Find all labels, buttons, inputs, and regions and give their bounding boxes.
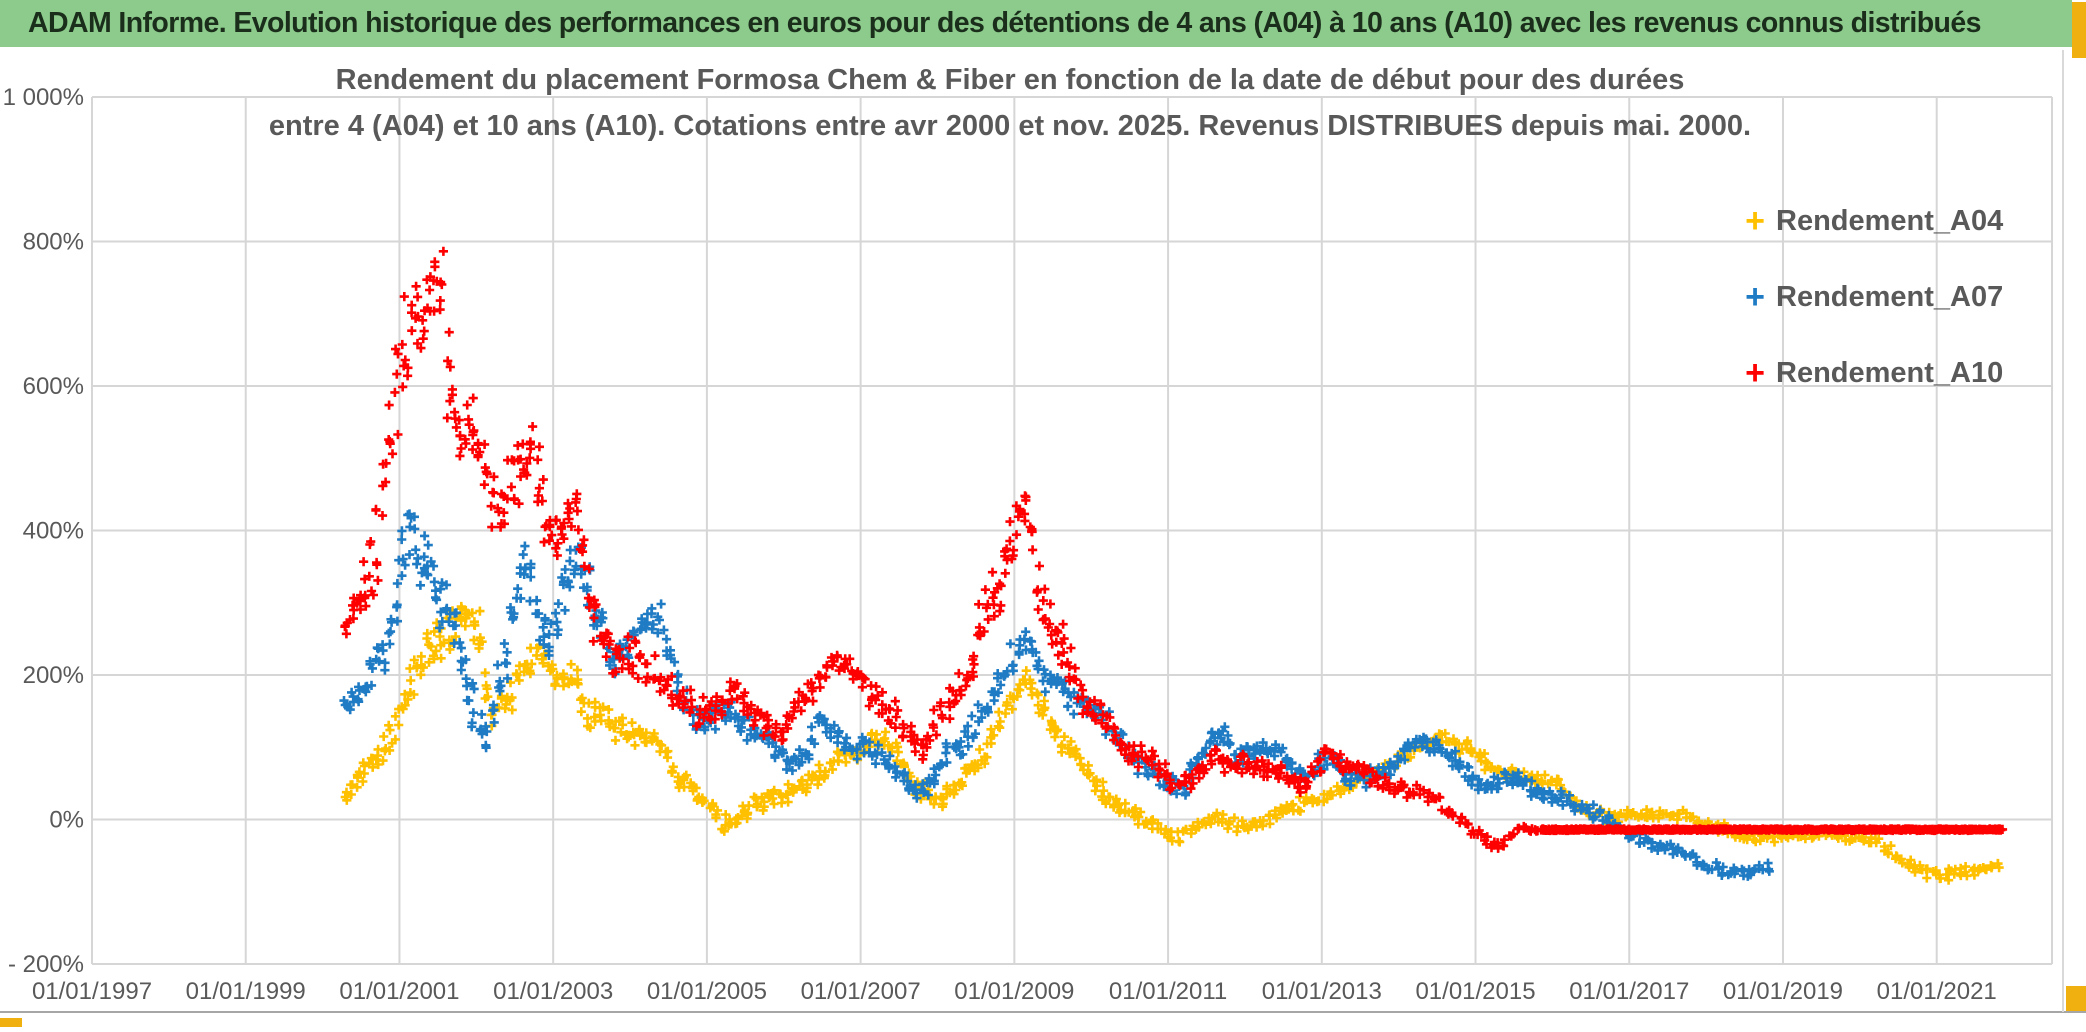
legend-label: Rendement_A04 bbox=[1776, 204, 2004, 237]
series-points-Rendement_A10 bbox=[340, 246, 2008, 853]
y-axis-tick-label: 800% bbox=[23, 229, 84, 256]
accent-bar-bottom-left bbox=[0, 1018, 22, 1027]
series-points-Rendement_A07 bbox=[339, 509, 1774, 881]
chart-title: Rendement du placement Formosa Chem & Fi… bbox=[60, 57, 1960, 149]
x-axis-tick-label: 01/01/2001 bbox=[339, 978, 459, 1005]
plus-marker-icon: + bbox=[1745, 202, 1765, 240]
report-title: ADAM Informe. Evolution historique des p… bbox=[28, 7, 1981, 39]
x-axis-tick-label: 01/01/2019 bbox=[1723, 978, 1843, 1005]
plus-marker-icon: + bbox=[1745, 354, 1765, 392]
accent-bar-bottom-right bbox=[2066, 986, 2086, 1012]
x-axis-tick-label: 01/01/2021 bbox=[1877, 978, 1997, 1005]
x-axis-tick-label: 01/01/1999 bbox=[186, 978, 306, 1005]
x-axis-tick-label: 01/01/2009 bbox=[954, 978, 1074, 1005]
scatter-plot-canvas: 1 000% 800% 600% 400% 200% 0% - 200%01/01/1997… bbox=[3, 84, 2053, 1005]
x-axis-tick-label: 01/01/2003 bbox=[493, 978, 613, 1005]
legend-item-rendement-a07: + Rendement_A07 bbox=[1742, 274, 2003, 320]
right-divider-line bbox=[2062, 50, 2064, 1012]
report-header-bar: ADAM Informe. Evolution historique des p… bbox=[0, 0, 2072, 47]
y-axis-tick-label: 200% bbox=[23, 662, 84, 689]
series-points-Rendement_A04 bbox=[340, 601, 2004, 885]
x-axis-tick-label: 01/01/1997 bbox=[32, 978, 152, 1005]
chart-legend: + Rendement_A04 + Rendement_A07 + Rendem… bbox=[1742, 198, 2003, 426]
legend-item-rendement-a10: + Rendement_A10 bbox=[1742, 350, 2003, 396]
y-axis-tick-label: 1 000% bbox=[3, 84, 84, 111]
plus-marker-icon: + bbox=[1745, 278, 1765, 316]
x-axis-tick-label: 01/01/2017 bbox=[1569, 978, 1689, 1005]
x-axis-tick-label: 01/01/2005 bbox=[647, 978, 767, 1005]
y-axis-tick-label: 0% bbox=[49, 807, 84, 834]
x-axis-tick-label: 01/01/2007 bbox=[801, 978, 921, 1005]
chart-container: 1 000% 800% 600% 400% 200% 0% - 200% 01/01/1997… bbox=[0, 47, 2062, 1011]
legend-label: Rendement_A07 bbox=[1776, 280, 2004, 313]
legend-label: Rendement_A10 bbox=[1776, 356, 2004, 389]
x-axis-tick-label: 01/01/2013 bbox=[1262, 978, 1382, 1005]
accent-bar-top-right bbox=[2072, 2, 2086, 58]
x-axis-tick-label: 01/01/2011 bbox=[1109, 978, 1227, 1005]
legend-item-rendement-a04: + Rendement_A04 bbox=[1742, 198, 2003, 244]
chart-title-line-2: entre 4 (A04) et 10 ans (A10). Cotations… bbox=[268, 110, 1752, 142]
bottom-divider-line bbox=[0, 1011, 2086, 1013]
chart-title-line-1: Rendement du placement Formosa Chem & Fi… bbox=[335, 64, 1685, 96]
y-axis-tick-label: 400% bbox=[23, 518, 84, 545]
y-axis-tick-label: - 200% bbox=[8, 951, 84, 978]
x-axis-tick-label: 01/01/2015 bbox=[1415, 978, 1535, 1005]
y-axis-tick-label: 600% bbox=[23, 373, 84, 400]
